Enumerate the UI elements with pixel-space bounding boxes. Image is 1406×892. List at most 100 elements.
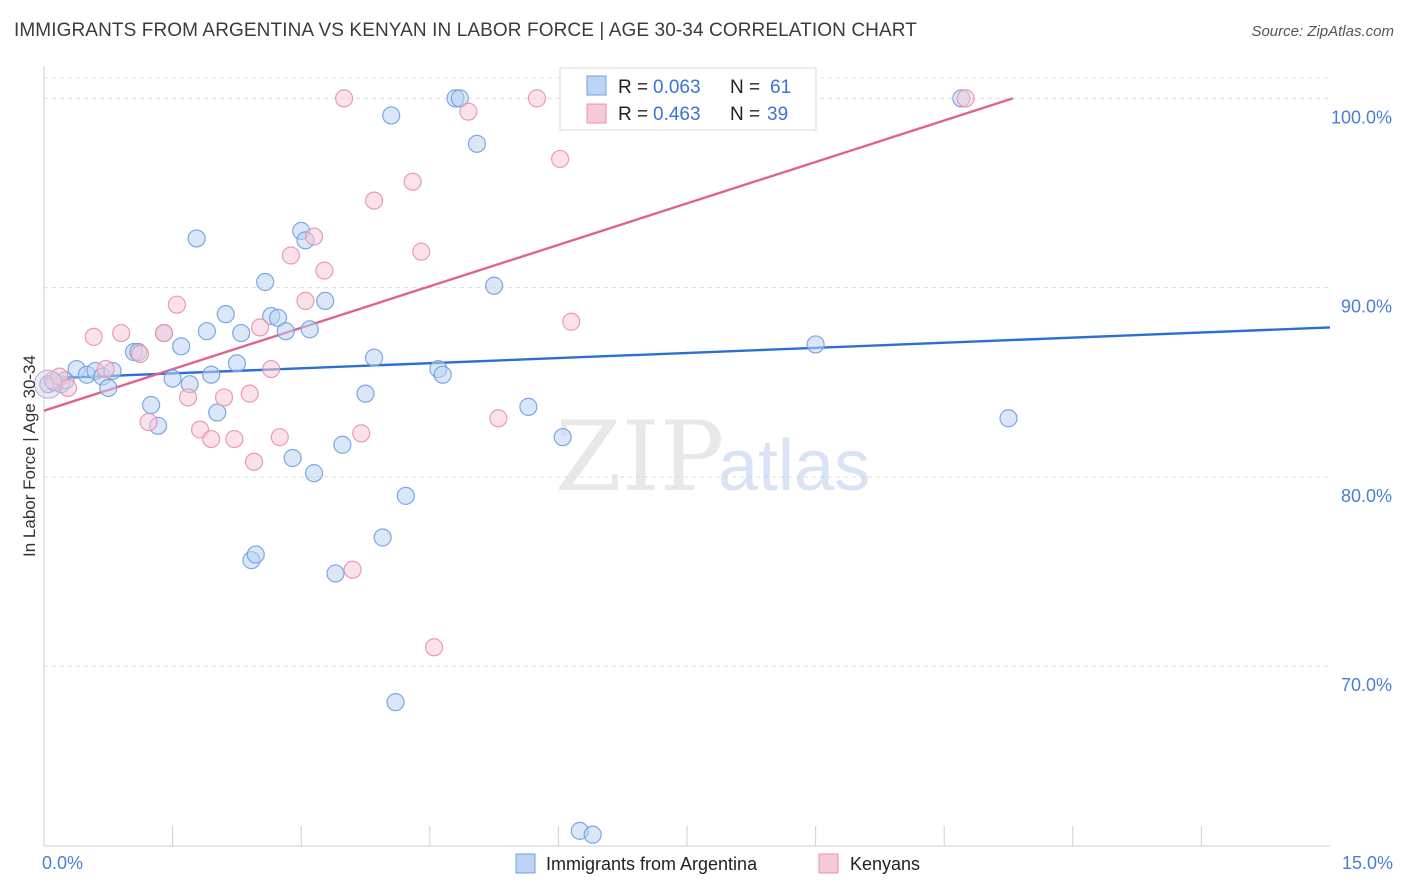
legend-n-label-kenyans: N = <box>730 104 760 125</box>
point-kenyans-15 <box>240 384 259 403</box>
legend-n-value-kenyans: 39 <box>767 104 788 125</box>
point-argentina-18 <box>187 229 206 248</box>
point-argentina-48 <box>450 89 469 108</box>
point-kenyans-3 <box>84 327 103 346</box>
point-kenyans-2 <box>58 378 78 398</box>
point-argentina-37 <box>326 564 345 583</box>
point-argentina-38 <box>333 435 352 454</box>
stats-legend: R = 0.063 N = 61 R = 0.463 N = 39 <box>559 67 817 131</box>
watermark: ZIP atlas <box>555 401 870 513</box>
legend-r-label-kenyans: R = <box>618 104 648 125</box>
point-argentina-27 <box>256 272 275 292</box>
y-axis-title: In Labor Force | Age 30-34 <box>20 355 39 557</box>
point-argentina-43 <box>386 693 405 712</box>
point-kenyans-17 <box>250 318 270 337</box>
point-kenyans-25 <box>343 560 362 579</box>
point-kenyans-20 <box>281 246 301 265</box>
point-argentina-20 <box>202 365 221 384</box>
y-tick-label-2: 80.0% <box>1341 486 1392 506</box>
point-argentina-8 <box>99 378 118 398</box>
legend-n-value-argentina: 61 <box>770 77 791 98</box>
trend-lines <box>43 97 1331 412</box>
point-kenyans-32 <box>489 409 508 428</box>
point-argentina-22 <box>216 305 235 324</box>
point-kenyans-23 <box>315 261 334 280</box>
point-kenyans-31 <box>459 102 478 121</box>
point-kenyans-36 <box>956 89 975 108</box>
point-kenyans-9 <box>167 295 186 314</box>
source-label: Source: ZipAtlas.com <box>1251 23 1394 40</box>
point-argentina-51 <box>519 397 538 416</box>
point-argentina-46 <box>433 365 452 384</box>
legend-r-value-argentina: 0.063 <box>653 77 701 98</box>
point-kenyans-34 <box>551 149 570 169</box>
point-argentina-31 <box>283 448 302 468</box>
point-argentina-54 <box>583 825 602 844</box>
legend-n-label-argentina: N = <box>730 77 760 98</box>
legend-r-value-kenyans: 0.463 <box>653 104 701 125</box>
point-argentina-15 <box>163 369 182 388</box>
axes <box>43 66 1330 847</box>
series-legend: Immigrants from Argentina Kenyans <box>515 853 920 874</box>
point-kenyans-35 <box>562 312 581 331</box>
point-argentina-41 <box>373 528 392 547</box>
watermark-zip: ZIP <box>555 401 724 513</box>
point-argentina-36 <box>316 291 335 311</box>
trend-line-argentina <box>43 326 1331 380</box>
point-kenyans-19 <box>270 428 289 447</box>
bottom-legend-label-kenyans: Kenyans <box>850 854 920 874</box>
point-cluster-origin <box>33 369 63 399</box>
x-tick-label-1: 15.0% <box>1342 853 1393 873</box>
point-argentina-21 <box>208 403 227 422</box>
point-argentina-42 <box>382 106 401 125</box>
point-argentina-52 <box>553 428 572 447</box>
point-argentina-44 <box>396 486 415 505</box>
y-tick-labels: 100.0% 90.0% 80.0% 70.0% <box>1331 107 1392 695</box>
legend-swatch-kenyans <box>586 103 607 124</box>
point-kenyans-18 <box>262 359 281 379</box>
point-argentina-26 <box>246 545 265 564</box>
bottom-legend-swatch-argentina <box>515 853 536 874</box>
point-kenyans-28 <box>403 172 422 191</box>
point-kenyans-7 <box>139 412 158 432</box>
point-argentina-40 <box>364 348 384 367</box>
point-kenyans-33 <box>527 89 547 108</box>
point-kenyans-12 <box>202 429 221 449</box>
point-kenyans-16 <box>244 452 264 471</box>
point-kenyans-26 <box>352 424 371 443</box>
legend-r-label-argentina: R = <box>618 77 648 98</box>
point-kenyans-6 <box>130 344 150 364</box>
y-tick-label-1: 90.0% <box>1341 297 1392 317</box>
point-kenyans-5 <box>112 323 131 343</box>
point-argentina-60 <box>999 409 1018 428</box>
legend-swatch-argentina <box>586 75 607 96</box>
point-argentina-58 <box>806 335 825 354</box>
point-kenyans-8 <box>154 323 174 343</box>
point-argentina-16 <box>172 337 191 356</box>
point-kenyans-13 <box>214 388 234 407</box>
point-kenyans-22 <box>304 227 324 246</box>
point-argentina-50 <box>485 276 504 295</box>
point-argentina-39 <box>356 384 375 403</box>
point-argentina-30 <box>276 322 295 341</box>
trend-line-kenyans <box>43 97 1014 412</box>
watermark-atlas: atlas <box>718 426 870 506</box>
chart-title: IMMIGRANTS FROM ARGENTINA VS KENYAN IN L… <box>14 20 917 41</box>
point-argentina-49 <box>467 134 487 153</box>
point-kenyans-10 <box>178 388 198 407</box>
point-argentina-19 <box>197 322 216 341</box>
x-tick-labels: 0.0% 15.0% <box>42 853 1393 873</box>
point-argentina-12 <box>142 395 161 415</box>
bottom-legend-label-argentina: Immigrants from Argentina <box>546 854 758 874</box>
y-tick-label-0: 100.0% <box>1331 107 1392 127</box>
x-tick-label-0: 0.0% <box>42 853 83 873</box>
bottom-legend-swatch-kenyans <box>818 853 839 874</box>
point-kenyans-14 <box>225 429 244 449</box>
data-points <box>33 89 1018 844</box>
y-tick-label-3: 70.0% <box>1341 675 1392 695</box>
point-kenyans-4 <box>96 359 115 379</box>
point-kenyans-27 <box>364 191 384 210</box>
point-kenyans-21 <box>296 291 315 311</box>
point-kenyans-30 <box>424 638 444 657</box>
